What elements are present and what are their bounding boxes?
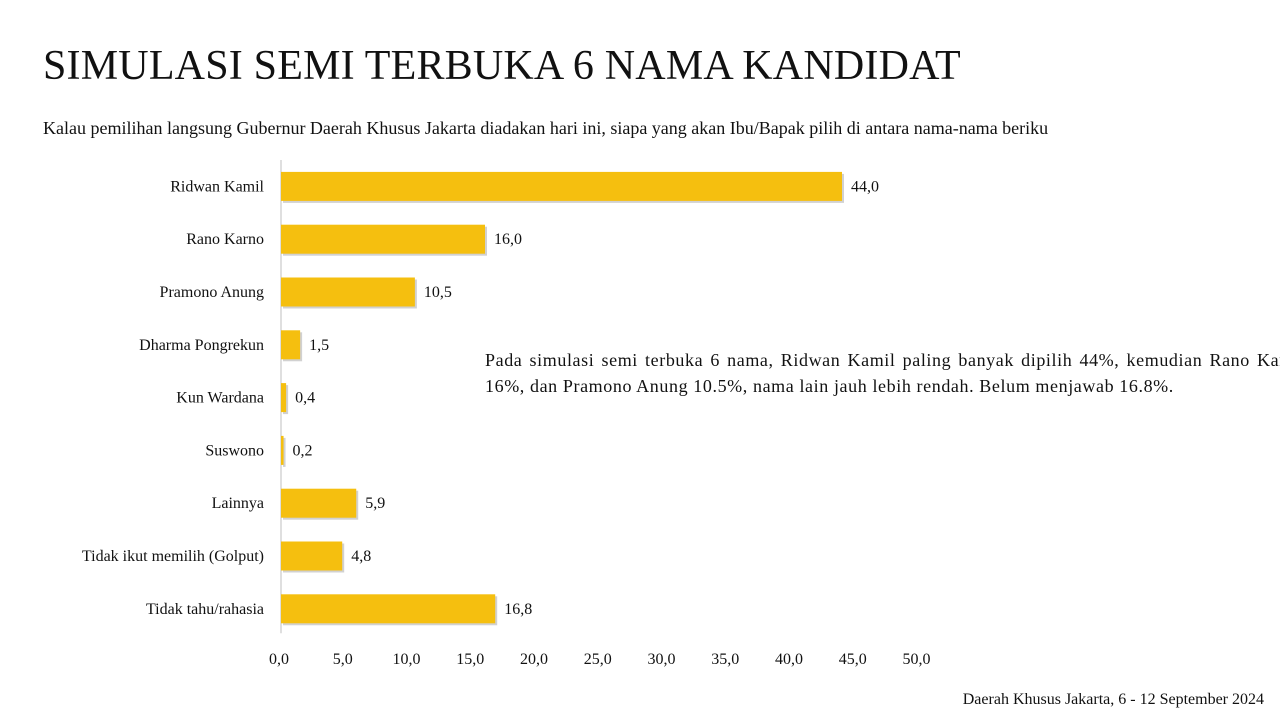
x-tick-label: 45,0	[839, 651, 867, 668]
bar	[281, 277, 415, 307]
bar	[281, 171, 842, 201]
value-label: 1,5	[309, 337, 329, 354]
category-label: Tidak ikut memilih (Golput)	[82, 548, 264, 565]
bar	[281, 435, 284, 465]
category-label: Rano Karno	[186, 231, 264, 248]
value-label: 4,8	[351, 548, 371, 565]
category-label: Tidak tahu/rahasia	[146, 601, 264, 618]
x-tick-label: 50,0	[903, 651, 931, 668]
value-label: 16,8	[504, 601, 532, 618]
category-label: Dharma Pongrekun	[139, 337, 264, 354]
bar	[281, 383, 287, 413]
x-tick-label: 30,0	[648, 651, 676, 668]
category-label: Pramono Anung	[160, 284, 264, 301]
category-label: Lainnya	[212, 495, 264, 512]
value-label: 5,9	[365, 495, 385, 512]
x-tick-label: 10,0	[393, 651, 421, 668]
bar	[281, 224, 485, 254]
value-label: 16,0	[494, 231, 522, 248]
x-tick-label: 35,0	[711, 651, 739, 668]
bar	[281, 488, 357, 518]
category-label: Suswono	[205, 442, 264, 459]
summary-text: Pada simulasi semi terbuka 6 nama, Ridwa…	[485, 350, 1280, 396]
page-title: SIMULASI SEMI TERBUKA 6 NAMA KANDIDAT	[43, 43, 961, 89]
bar	[281, 330, 301, 360]
bar	[281, 541, 343, 571]
x-tick-label: 25,0	[584, 651, 612, 668]
x-tick-label: 0,0	[269, 651, 289, 668]
x-tick-label: 5,0	[333, 651, 353, 668]
source-note: Daerah Khusus Jakarta, 6 - 12 September …	[962, 691, 1264, 708]
bar-shadow	[283, 437, 286, 467]
value-label: 10,5	[424, 284, 452, 301]
category-label: Kun Wardana	[176, 390, 264, 407]
category-label: Ridwan Kamil	[170, 178, 264, 195]
x-tick-label: 20,0	[520, 651, 548, 668]
value-label: 44,0	[851, 178, 879, 195]
x-tick-label: 40,0	[775, 651, 803, 668]
value-label: 0,4	[295, 390, 315, 407]
x-tick-label: 15,0	[456, 651, 484, 668]
survey-question: Kalau pemilihan langsung Gubernur Daerah…	[43, 118, 1049, 138]
value-label: 0,2	[293, 442, 313, 459]
bar	[281, 594, 496, 624]
